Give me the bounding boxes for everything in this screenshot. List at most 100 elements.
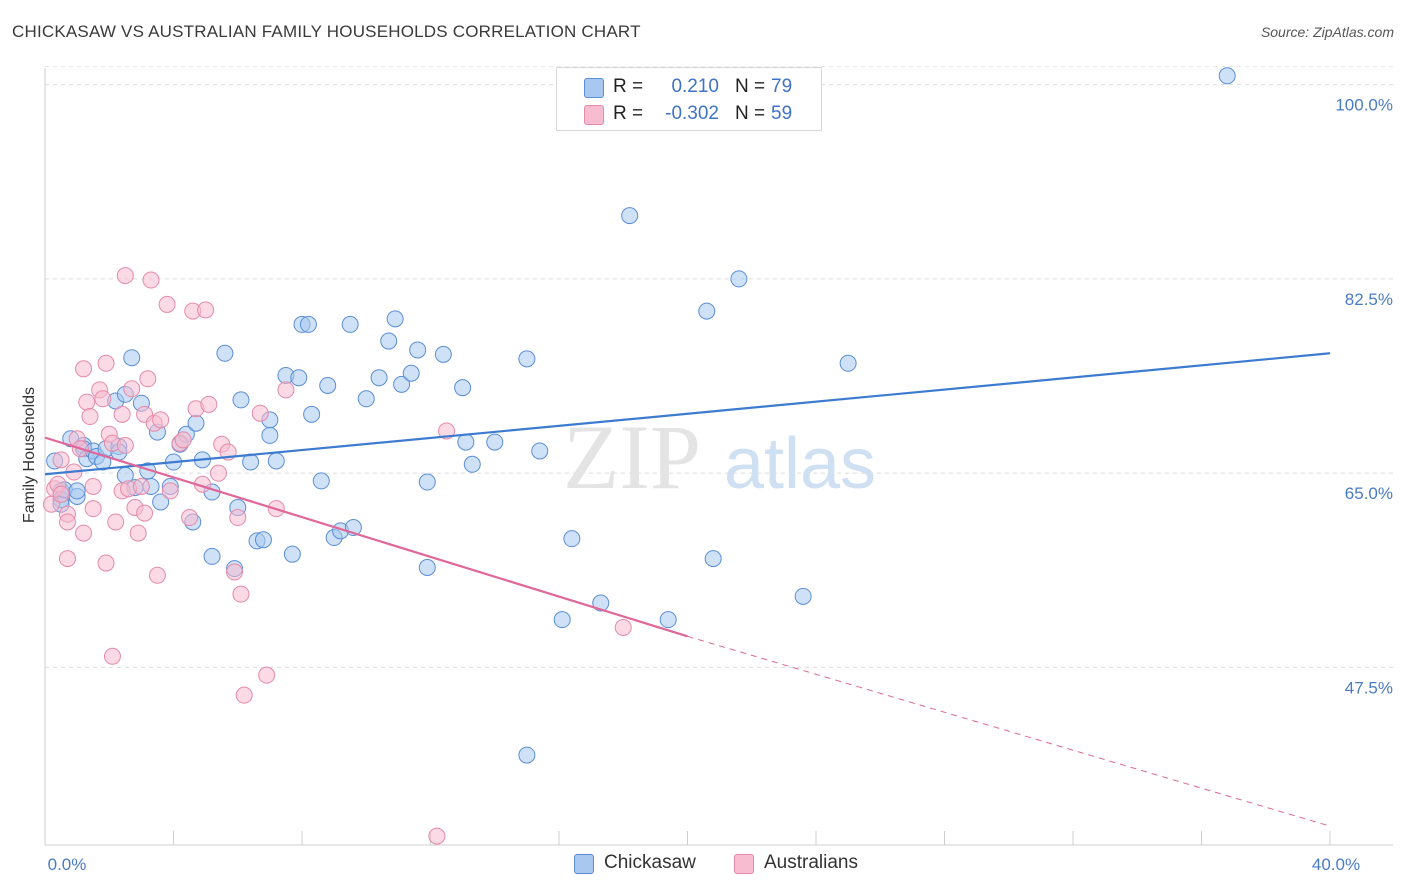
chickasaw-point: [152, 493, 170, 511]
grid-lines: [45, 66, 1393, 668]
australians-point: [158, 295, 176, 313]
chickasaw-point: [303, 405, 321, 423]
chickasaw-point: [563, 530, 581, 548]
australians-point: [94, 390, 112, 408]
australians-point: [97, 554, 115, 572]
australians-point: [75, 360, 93, 378]
legend-row-chickasaw: R = 0.210 N = 79: [557, 74, 821, 100]
chickasaw-point: [261, 426, 279, 444]
chickasaw-point: [434, 345, 452, 363]
chickasaw-point: [216, 344, 234, 362]
watermark-zip: ZIP: [563, 406, 701, 508]
australians-point: [235, 686, 253, 704]
australians-point: [229, 509, 247, 527]
r-label: R =: [613, 76, 644, 97]
source-label: Source: ZipAtlas.com: [1260, 24, 1394, 40]
australians-point: [136, 504, 154, 522]
chickasaw-point: [531, 442, 549, 460]
chickasaw-point: [203, 547, 221, 565]
r-value: 0.210: [671, 76, 719, 97]
australians-point: [181, 509, 199, 527]
x-tick-label: 40.0%: [1312, 855, 1360, 874]
chickasaw-point: [267, 452, 285, 470]
n-label: N =: [735, 76, 766, 97]
chickasaw-point: [187, 414, 205, 432]
y-tick-label: 65.0%: [1345, 484, 1393, 503]
chickasaw-point: [386, 310, 404, 328]
chickasaw-legend-label: Chickasaw: [604, 852, 696, 873]
chickasaw-point: [704, 550, 722, 568]
australians-point: [103, 647, 121, 665]
r-label: R =: [613, 103, 644, 124]
chickasaw-point: [1218, 67, 1236, 85]
chickasaw-point: [418, 473, 436, 491]
australians-point: [142, 271, 160, 289]
tick-labels: 47.5% 65.0% 82.5% 100.0% 0.0% 40.0%: [48, 96, 1393, 874]
australians-point: [139, 370, 157, 388]
chickasaw-point: [402, 364, 420, 382]
australians-point: [232, 585, 250, 603]
chickasaw-point: [341, 315, 359, 333]
chickasaw-point: [839, 354, 857, 372]
chickasaw-point: [553, 611, 571, 629]
chickasaw-point: [621, 207, 639, 225]
australians-point: [129, 524, 147, 542]
australians-points: [42, 267, 632, 845]
australians-point: [277, 381, 295, 399]
australians-point: [81, 408, 99, 426]
australians-point: [174, 431, 192, 449]
chickasaw-point: [698, 302, 716, 320]
australians-point: [58, 513, 76, 531]
australians-point: [52, 485, 70, 503]
chickasaw-point: [68, 482, 86, 500]
chickasaw-point: [454, 379, 472, 397]
chickasaw-point: [463, 455, 481, 473]
y-tick-label: 82.5%: [1345, 290, 1393, 309]
australians-point: [97, 354, 115, 372]
chickasaw-point: [393, 375, 411, 393]
chickasaw-point: [254, 531, 272, 549]
chickasaw-point: [418, 559, 436, 576]
australians-point: [209, 464, 227, 482]
australians-point: [107, 513, 125, 531]
chickasaw-point: [380, 332, 398, 350]
australians-point: [200, 395, 218, 413]
chickasaw-point: [312, 472, 330, 490]
r-value: -0.302: [665, 103, 719, 124]
australians-point: [75, 524, 93, 542]
x-tick-label: 0.0%: [48, 855, 87, 874]
australians-point: [52, 451, 70, 469]
trend-line-chickasaw: [44, 352, 1331, 476]
chickasaw-point: [592, 594, 610, 612]
watermark-atlas: atlas: [724, 424, 876, 504]
correlation-legend: R = 0.210 N = 79 R = -0.302 N = 59: [556, 67, 822, 131]
australians-point: [614, 618, 632, 636]
chickasaw-point: [370, 369, 388, 387]
chickasaw-point: [518, 746, 536, 764]
chickasaw-point: [457, 433, 475, 451]
chickasaw-point: [730, 270, 748, 288]
y-tick-label: 47.5%: [1345, 678, 1393, 697]
n-label: N =: [735, 103, 766, 124]
chart-title: CHICKASAW VS AUSTRALIAN FAMILY HOUSEHOLD…: [12, 22, 641, 41]
chickasaw-point: [299, 315, 317, 333]
australians-point: [84, 500, 102, 518]
n-value: 79: [771, 76, 793, 97]
chickasaw-point: [409, 341, 427, 359]
australians-point: [84, 477, 102, 495]
australians-swatch: [584, 105, 604, 125]
australians-point: [197, 301, 215, 319]
australians-point: [428, 827, 446, 845]
australians-point: [58, 550, 76, 568]
y-tick-label: 100.0%: [1335, 96, 1393, 115]
australians-point: [152, 411, 170, 429]
chickasaw-point: [290, 369, 308, 387]
australians-legend-swatch: [734, 854, 754, 874]
australians-point: [161, 482, 179, 500]
australians-point: [132, 477, 150, 495]
chickasaw-point: [123, 349, 141, 367]
australians-point: [116, 267, 134, 285]
chickasaw-point: [357, 390, 375, 408]
australians-point: [226, 563, 244, 581]
australians-point: [78, 393, 96, 411]
